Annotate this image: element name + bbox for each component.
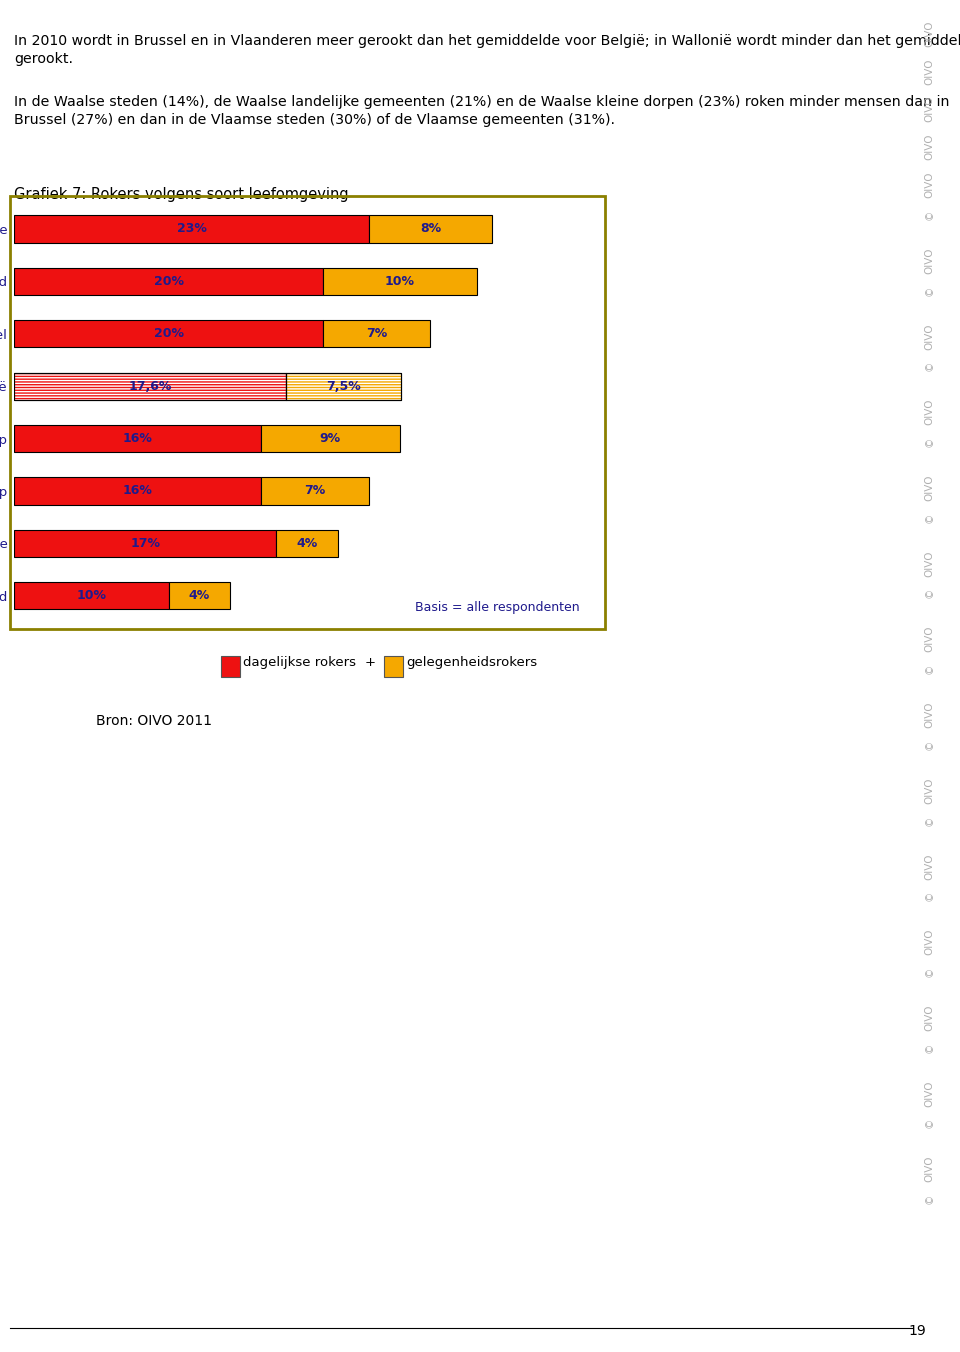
Text: ©: © bbox=[924, 285, 934, 296]
Text: OIVO: OIVO bbox=[924, 475, 934, 502]
Bar bbox=[323, 320, 430, 347]
Text: Bron: OIVO 2011: Bron: OIVO 2011 bbox=[96, 714, 212, 727]
Text: 10%: 10% bbox=[385, 274, 415, 288]
Bar bbox=[286, 373, 401, 400]
Text: ©: © bbox=[924, 210, 934, 220]
Bar bbox=[261, 425, 399, 452]
Text: ©: © bbox=[924, 361, 934, 372]
Text: OIVO: OIVO bbox=[924, 247, 934, 274]
Bar bbox=[369, 215, 492, 242]
Text: In de Waalse steden (14%), de Waalse landelijke gemeenten (21%) en de Waalse kle: In de Waalse steden (14%), de Waalse lan… bbox=[14, 95, 949, 127]
Text: OIVO: OIVO bbox=[924, 626, 934, 653]
Bar bbox=[286, 373, 401, 400]
Text: OIVO: OIVO bbox=[924, 399, 934, 426]
Bar bbox=[14, 373, 286, 400]
Text: OIVO: OIVO bbox=[924, 172, 934, 199]
Text: In 2010 wordt in Brussel en in Vlaanderen meer gerookt dan het gemiddelde voor B: In 2010 wordt in Brussel en in Vlaandere… bbox=[14, 34, 960, 66]
Bar bbox=[286, 373, 401, 400]
Text: ©: © bbox=[924, 815, 934, 826]
Text: OIVO: OIVO bbox=[924, 702, 934, 729]
Text: OIVO: OIVO bbox=[924, 853, 934, 880]
Bar bbox=[14, 320, 323, 347]
Text: 23%: 23% bbox=[177, 223, 206, 235]
Text: ©: © bbox=[924, 1042, 934, 1053]
Text: OIVO: OIVO bbox=[924, 550, 934, 577]
Text: 4%: 4% bbox=[297, 537, 318, 550]
Text: 10%: 10% bbox=[77, 589, 107, 602]
Text: 9%: 9% bbox=[320, 433, 341, 445]
Text: 8%: 8% bbox=[420, 223, 441, 235]
Text: ©: © bbox=[924, 437, 934, 448]
Bar bbox=[14, 268, 323, 295]
Text: +: + bbox=[365, 656, 375, 669]
Text: OIVO: OIVO bbox=[924, 323, 934, 350]
Text: ©: © bbox=[924, 891, 934, 902]
Text: ©: © bbox=[924, 588, 934, 599]
Text: 7%: 7% bbox=[304, 484, 325, 498]
Bar bbox=[14, 215, 369, 242]
Text: ©: © bbox=[924, 967, 934, 977]
Bar bbox=[276, 530, 338, 557]
Bar bbox=[14, 425, 261, 452]
Bar bbox=[14, 477, 261, 504]
Text: OIVO: OIVO bbox=[924, 1156, 934, 1183]
Text: OIVO: OIVO bbox=[924, 96, 934, 123]
Text: ©: © bbox=[924, 512, 934, 523]
Text: OIVO: OIVO bbox=[924, 58, 934, 85]
Text: 20%: 20% bbox=[154, 274, 183, 288]
Text: OIVO: OIVO bbox=[924, 1080, 934, 1107]
Bar bbox=[14, 530, 276, 557]
Bar bbox=[323, 268, 477, 295]
Text: Basis = alle respondenten: Basis = alle respondenten bbox=[415, 602, 580, 614]
Text: ©: © bbox=[924, 1194, 934, 1205]
Bar bbox=[261, 477, 369, 504]
Text: 17%: 17% bbox=[131, 537, 160, 550]
Text: 7%: 7% bbox=[366, 327, 387, 341]
Text: OIVO: OIVO bbox=[924, 1005, 934, 1032]
Bar bbox=[14, 373, 286, 400]
Text: 19: 19 bbox=[909, 1325, 926, 1338]
Text: OIVO: OIVO bbox=[924, 20, 934, 47]
Text: 7,5%: 7,5% bbox=[326, 380, 361, 392]
Text: OIVO: OIVO bbox=[924, 777, 934, 804]
Text: Grafiek 7: Rokers volgens soort leefomgeving: Grafiek 7: Rokers volgens soort leefomge… bbox=[14, 187, 349, 201]
Text: ©: © bbox=[924, 664, 934, 675]
Text: ©: © bbox=[924, 740, 934, 750]
Text: 16%: 16% bbox=[123, 484, 153, 498]
Bar bbox=[169, 583, 230, 610]
Text: 16%: 16% bbox=[123, 433, 153, 445]
Text: gelegenheidsrokers: gelegenheidsrokers bbox=[406, 656, 538, 669]
Text: dagelijkse rokers: dagelijkse rokers bbox=[243, 656, 356, 669]
Text: 17,6%: 17,6% bbox=[129, 380, 172, 392]
Text: 4%: 4% bbox=[189, 589, 210, 602]
Text: OIVO: OIVO bbox=[924, 929, 934, 956]
Text: ©: © bbox=[924, 1118, 934, 1129]
Bar bbox=[14, 583, 169, 610]
Text: 20%: 20% bbox=[154, 327, 183, 341]
Text: OIVO: OIVO bbox=[924, 134, 934, 161]
Bar bbox=[14, 373, 286, 400]
